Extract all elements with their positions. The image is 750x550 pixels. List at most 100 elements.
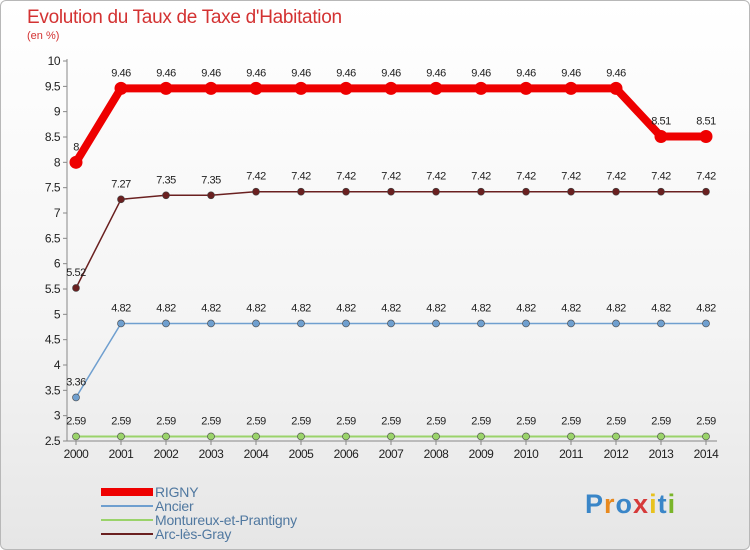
data-label: 9.46 xyxy=(291,67,311,79)
data-point xyxy=(207,191,215,200)
data-point xyxy=(567,187,575,196)
y-tick-label: 6 xyxy=(54,257,61,271)
data-point xyxy=(162,319,170,328)
chart-title: Evolution du Taux de Taxe d'Habitation xyxy=(27,7,342,28)
data-point xyxy=(702,319,710,328)
y-tick-label: 9.5 xyxy=(45,79,61,93)
data-point xyxy=(72,284,80,292)
x-tick-label: 2003 xyxy=(199,447,225,461)
data-point xyxy=(207,432,215,441)
data-point xyxy=(207,319,215,328)
data-point xyxy=(702,432,710,441)
data-label: 2.59 xyxy=(516,415,536,427)
data-label: 9.46 xyxy=(336,67,356,79)
data-label: 4.82 xyxy=(606,302,626,314)
data-point xyxy=(657,432,665,441)
data-point xyxy=(477,319,485,328)
data-point xyxy=(567,432,575,441)
data-label: 4.82 xyxy=(336,302,356,314)
x-tick-label: 2007 xyxy=(379,447,405,461)
data-point xyxy=(522,187,530,196)
data-point xyxy=(477,432,485,441)
data-point xyxy=(612,187,620,196)
data-point xyxy=(429,81,443,95)
data-label: 2.59 xyxy=(471,415,491,427)
data-point xyxy=(567,319,575,328)
logo-letter: i xyxy=(649,489,658,519)
data-label: 2.59 xyxy=(336,415,356,427)
data-label: 7.42 xyxy=(516,171,536,183)
data-point xyxy=(699,129,713,143)
data-point xyxy=(114,81,128,95)
data-point xyxy=(252,432,260,441)
data-label: 4.82 xyxy=(426,302,446,314)
data-label: 7.42 xyxy=(606,171,626,183)
y-tick-label: 10 xyxy=(48,54,61,68)
data-point xyxy=(162,191,170,200)
data-point xyxy=(522,432,530,441)
x-tick-label: 2002 xyxy=(154,447,180,461)
data-point xyxy=(162,432,170,441)
y-tick-label: 3 xyxy=(54,409,61,423)
data-point xyxy=(252,319,260,328)
data-label: 7.35 xyxy=(156,174,176,186)
data-label: 7.35 xyxy=(201,174,221,186)
data-label: 7.42 xyxy=(561,171,581,183)
x-tick-label: 2001 xyxy=(109,447,135,461)
data-point xyxy=(387,432,395,441)
data-label: 7.42 xyxy=(336,171,356,183)
data-label: 8.51 xyxy=(696,115,716,127)
data-label: 4.82 xyxy=(471,302,491,314)
data-point xyxy=(69,155,83,169)
data-label: 9.46 xyxy=(561,67,581,79)
x-tick-label: 2014 xyxy=(694,447,720,461)
x-tick-label: 2008 xyxy=(424,447,450,461)
x-tick-label: 2011 xyxy=(559,447,584,461)
data-label: 9.46 xyxy=(111,67,131,79)
y-tick-label: 6.5 xyxy=(45,231,61,245)
data-label: 7.42 xyxy=(471,171,491,183)
data-point xyxy=(117,319,125,328)
legend-label: Arc-lès-Gray xyxy=(155,526,232,542)
data-label: 2.59 xyxy=(291,415,311,427)
data-label: 7.42 xyxy=(651,171,671,183)
logo-letter: t xyxy=(657,489,668,519)
legend-label: Montureux-et-Prantigny xyxy=(155,512,297,528)
legend-swatch xyxy=(101,488,153,496)
data-point xyxy=(432,432,440,441)
data-point xyxy=(252,187,260,196)
legend-label: RIGNY xyxy=(155,484,199,500)
data-label: 2.59 xyxy=(606,415,626,427)
data-label: 2.59 xyxy=(381,415,401,427)
data-label: 4.82 xyxy=(516,302,536,314)
data-point xyxy=(249,81,263,95)
x-tick-label: 2010 xyxy=(514,447,540,461)
data-label: 8.51 xyxy=(651,115,671,127)
data-point xyxy=(72,432,80,441)
data-label: 4.82 xyxy=(111,302,131,314)
data-point xyxy=(477,187,485,196)
data-point xyxy=(432,187,440,196)
data-label: 2.59 xyxy=(66,415,86,427)
data-point xyxy=(702,187,710,196)
y-tick-label: 2.5 xyxy=(45,434,61,448)
data-label: 4.82 xyxy=(696,302,716,314)
data-point xyxy=(117,195,125,204)
y-tick-label: 8 xyxy=(54,155,61,169)
data-label: 2.59 xyxy=(246,415,266,427)
data-label: 7.42 xyxy=(696,171,716,183)
y-tick-label: 5.5 xyxy=(45,282,61,296)
logo-letter: P xyxy=(585,489,605,519)
data-point xyxy=(384,81,398,95)
data-label: 3.36 xyxy=(66,376,86,388)
x-tick-label: 2012 xyxy=(604,447,630,461)
data-label: 9.46 xyxy=(156,67,176,79)
y-tick-label: 4 xyxy=(54,358,61,372)
x-tick-label: 2000 xyxy=(64,447,90,461)
logo-letter: r xyxy=(604,489,616,519)
data-label: 7.42 xyxy=(426,171,446,183)
data-label: 7.42 xyxy=(381,171,401,183)
data-label: 9.46 xyxy=(471,67,491,79)
data-point xyxy=(609,81,623,95)
series-line-0 xyxy=(72,84,706,165)
